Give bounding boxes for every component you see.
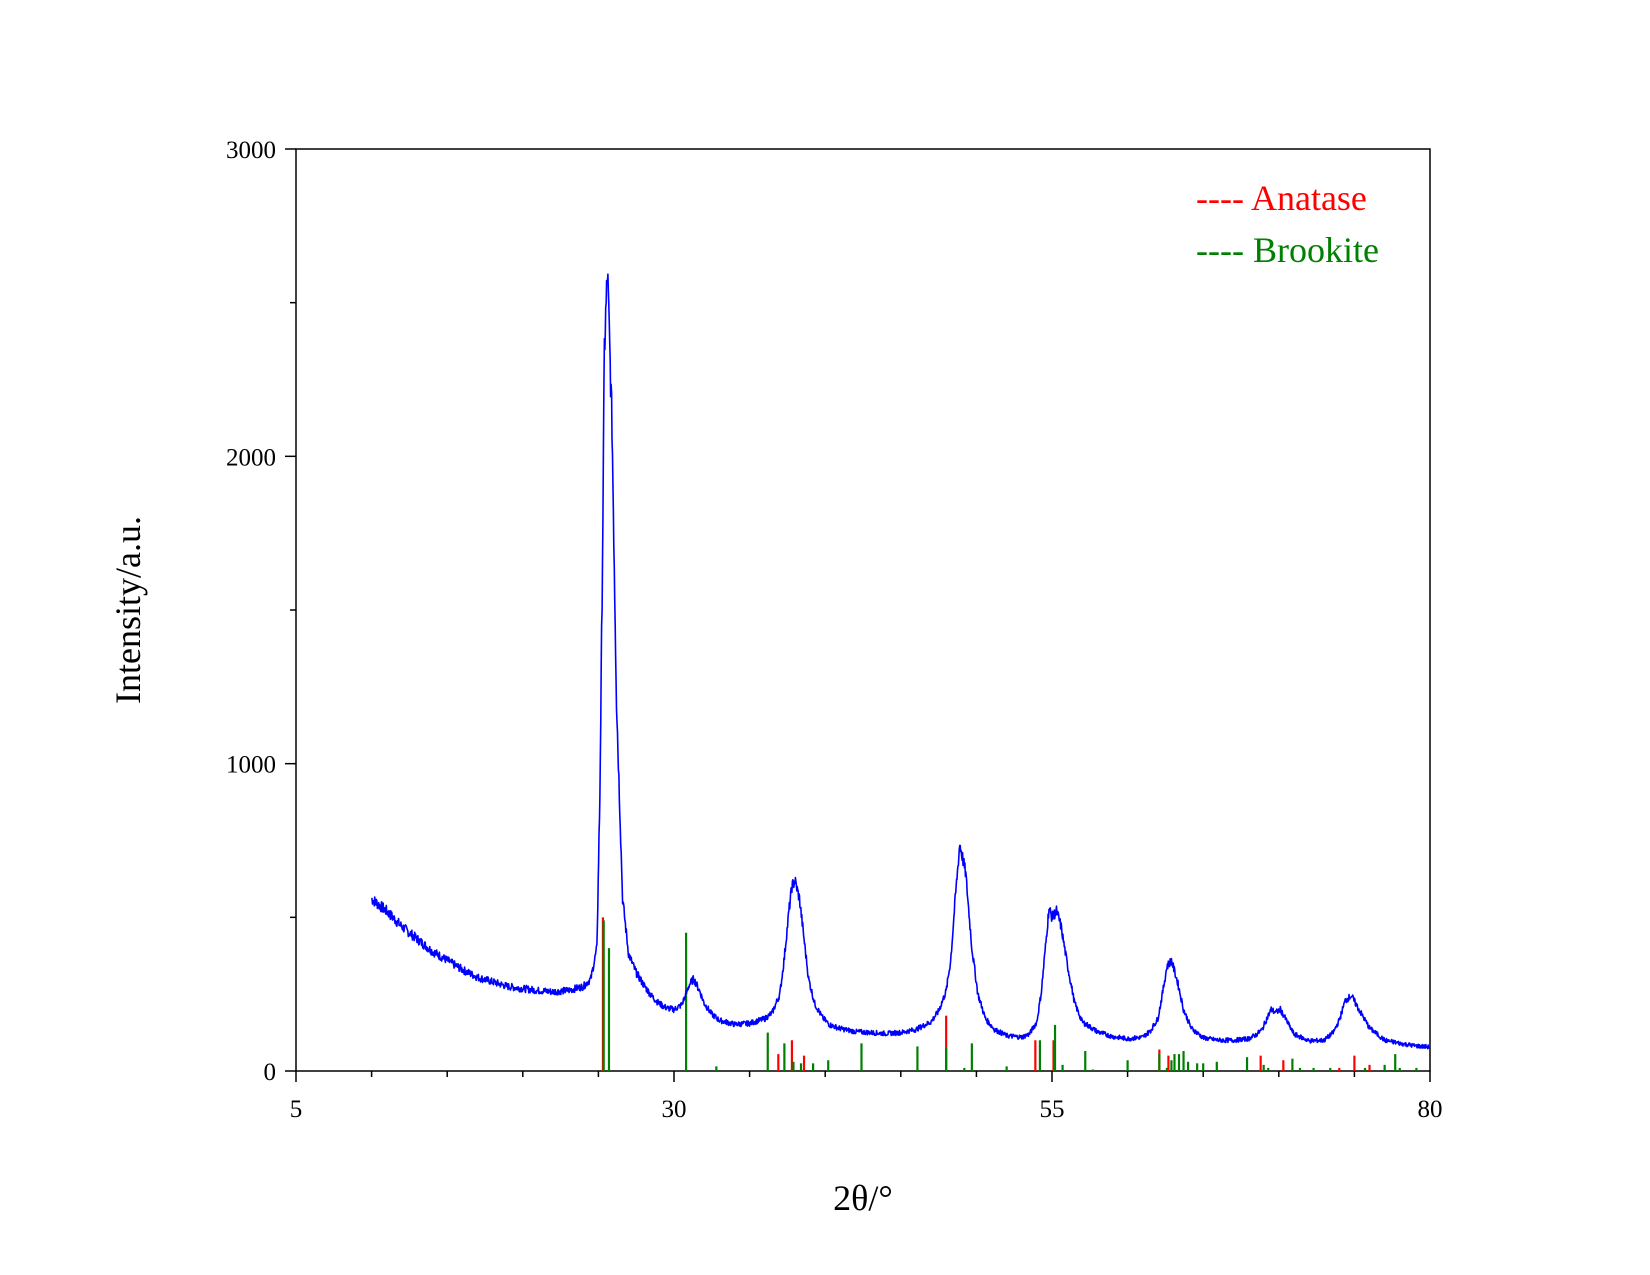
x-tick-label: 30 (662, 1096, 687, 1123)
y-tick-label: 0 (264, 1059, 277, 1086)
legend-item-brookite: ---- Brookite (1196, 230, 1379, 270)
y-tick-label: 2000 (226, 444, 276, 471)
y-axis: 0 1000 2000 3000 (226, 137, 296, 1086)
plot-frame (295, 148, 1431, 1072)
x-tick-label: 55 (1040, 1096, 1065, 1123)
legend: ---- Anatase ---- Brookite (1196, 178, 1379, 270)
xrd-pattern-line (370, 273, 1431, 1050)
plot-area (295, 148, 1431, 1072)
brookite-reference-sticks (602, 920, 1418, 1071)
y-axis-title: Intensity/a.u. (108, 516, 148, 704)
y-tick-label: 1000 (226, 752, 276, 779)
x-axis-title: 2θ/° (833, 1178, 893, 1218)
legend-item-anatase: ---- Anatase (1196, 178, 1367, 218)
anatase-reference-sticks (601, 917, 1371, 1071)
y-tick-label: 3000 (226, 137, 276, 164)
x-tick-label: 5 (290, 1096, 303, 1123)
x-tick-label: 80 (1418, 1096, 1443, 1123)
x-axis: 5 30 55 80 (290, 1071, 1443, 1123)
